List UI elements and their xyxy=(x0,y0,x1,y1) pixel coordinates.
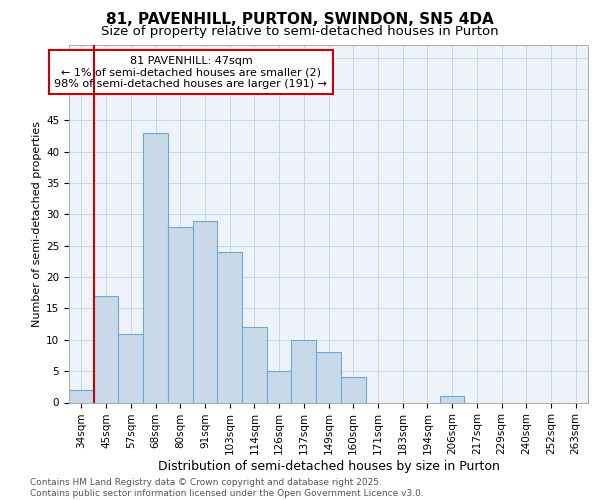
Bar xyxy=(316,352,341,403)
Text: Size of property relative to semi-detached houses in Purton: Size of property relative to semi-detach… xyxy=(101,25,499,38)
Text: 81 PAVENHILL: 47sqm
← 1% of semi-detached houses are smaller (2)
98% of semi-det: 81 PAVENHILL: 47sqm ← 1% of semi-detache… xyxy=(55,56,328,89)
Bar xyxy=(118,334,143,402)
X-axis label: Distribution of semi-detached houses by size in Purton: Distribution of semi-detached houses by … xyxy=(158,460,499,473)
Text: Contains HM Land Registry data © Crown copyright and database right 2025.
Contai: Contains HM Land Registry data © Crown c… xyxy=(30,478,424,498)
Bar xyxy=(242,327,267,402)
Bar xyxy=(217,252,242,402)
Bar xyxy=(94,296,118,403)
Bar xyxy=(440,396,464,402)
Bar xyxy=(193,220,217,402)
Y-axis label: Number of semi-detached properties: Number of semi-detached properties xyxy=(32,120,42,327)
Text: 81, PAVENHILL, PURTON, SWINDON, SN5 4DA: 81, PAVENHILL, PURTON, SWINDON, SN5 4DA xyxy=(106,12,494,28)
Bar xyxy=(267,371,292,402)
Bar xyxy=(341,378,365,402)
Bar xyxy=(69,390,94,402)
Bar xyxy=(143,133,168,402)
Bar xyxy=(168,227,193,402)
Bar xyxy=(292,340,316,402)
